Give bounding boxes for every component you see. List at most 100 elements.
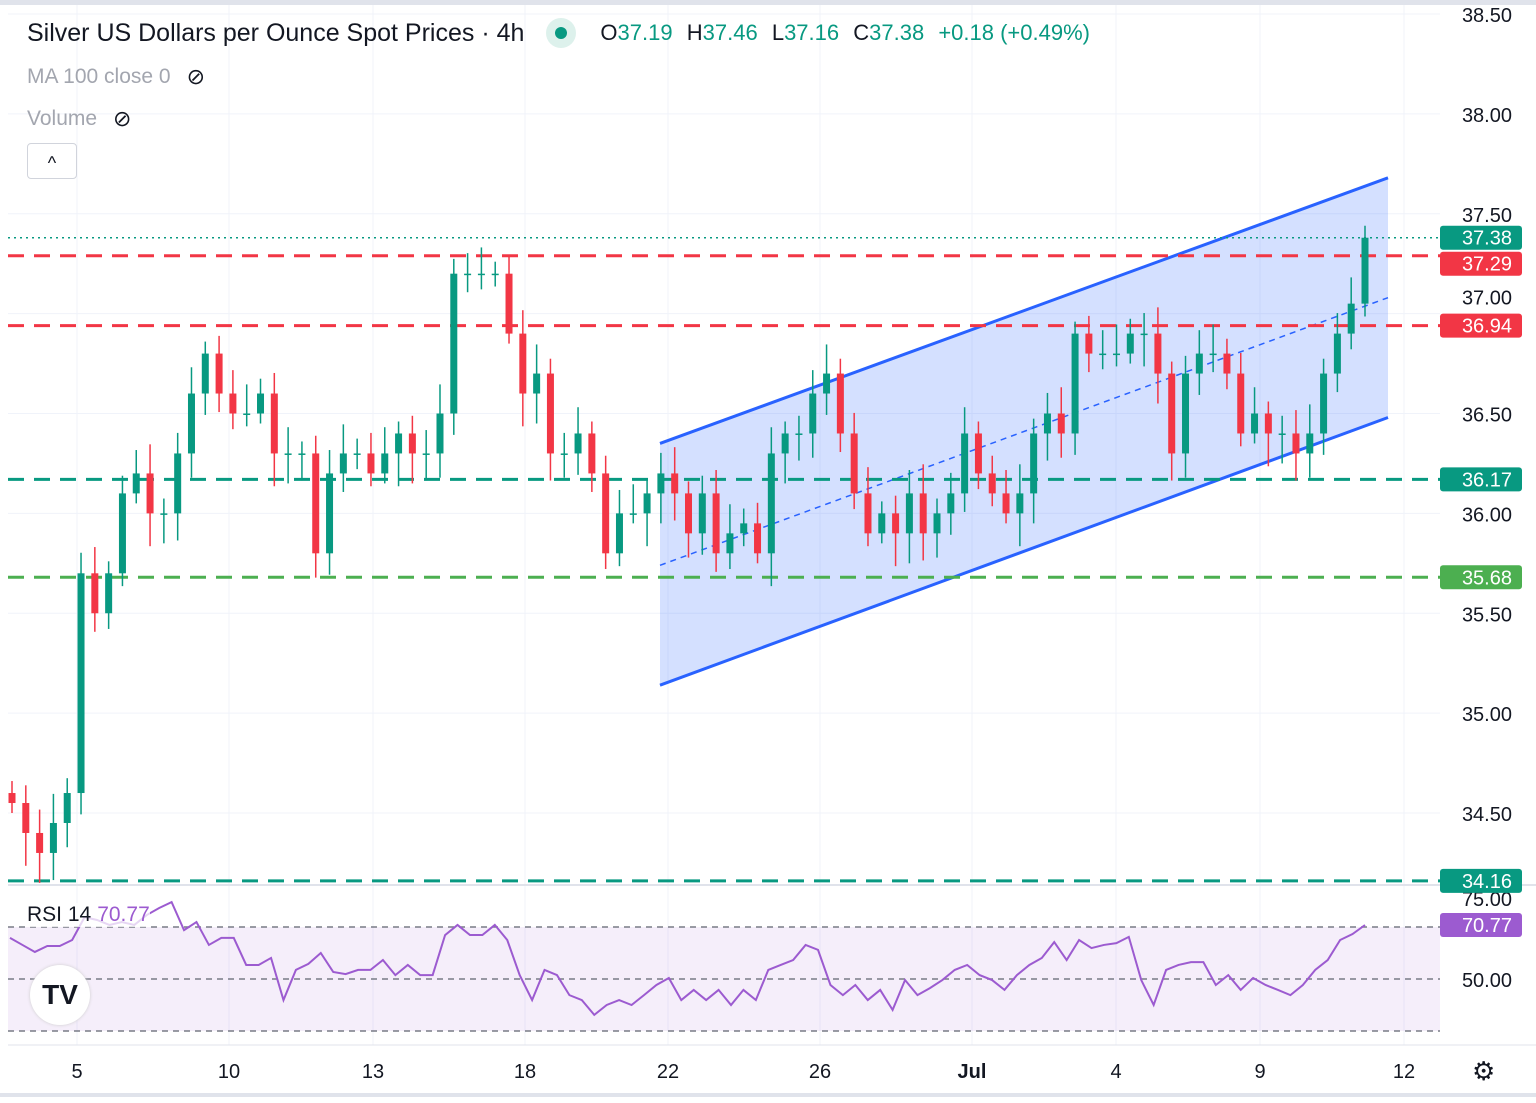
candle-body [353,453,361,455]
candle-body [422,453,430,455]
candle-body [988,473,996,494]
ma-indicator-legend[interactable]: MA 100 close 0 ⊘ [27,64,205,90]
candle-body [132,473,140,494]
candle-body [1320,373,1328,434]
candle-body [464,273,472,276]
candle-body [8,793,16,804]
level-price-badge-text: 36.17 [1462,469,1512,491]
candle-body [1361,237,1369,304]
candle-body [1209,353,1217,356]
eye-hidden-icon[interactable]: ⊘ [113,106,132,131]
open-label: O [600,20,618,45]
price-tick-label: 35.00 [1462,704,1512,726]
candle-body [919,493,927,534]
last-price-badge-text: 37.38 [1462,228,1512,250]
channel-upper-line [659,176,1389,445]
eye-hidden-icon[interactable]: ⊘ [186,64,206,89]
candle-body [1071,333,1079,434]
top-border [0,0,1536,5]
price-tick-label: 36.00 [1462,504,1512,526]
time-tick-label: 10 [218,1061,240,1083]
candle-body [1002,493,1010,514]
candle-body [118,493,126,574]
candle-body [201,353,209,394]
low-value: 37.16 [784,20,840,45]
candle-body [477,273,485,276]
candle-body [657,473,665,494]
channel-lower-line [659,416,1389,687]
rsi-tick-label: 75.00 [1462,889,1512,911]
price-tick-label: 37.50 [1462,205,1512,227]
level-price-badge-text: 35.68 [1462,567,1512,589]
candle-body [160,513,168,515]
price-tick-label: 35.50 [1462,604,1512,626]
rsi-label: RSI 14 [27,903,92,926]
candle-body [1112,353,1120,356]
candle-body [174,453,182,514]
change-value: +0.18 (+0.49%) [938,20,1090,45]
candle-body [1168,373,1176,454]
candle-body [270,393,278,454]
candle-body [1306,433,1314,454]
candle-body [1057,413,1065,434]
high-value: 37.46 [702,20,758,45]
time-tick-label: 22 [657,1061,679,1083]
close-label: C [853,20,870,45]
price-tick-label: 38.50 [1462,5,1512,27]
candle-body [91,573,99,614]
tradingview-logo-icon[interactable]: TV [30,965,90,1025]
volume-indicator-legend[interactable]: Volume ⊘ [27,106,131,132]
rsi-line [9,900,1366,1017]
symbol-title[interactable]: Silver US Dollars per Ounce Spot Prices … [27,18,525,47]
level-price-badge [1440,565,1522,590]
level-price-badge [1440,251,1522,276]
candle-body [836,373,844,434]
collapse-legend-button[interactable]: ^ [27,143,77,179]
candle-body [436,413,444,454]
time-tick-label: 12 [1393,1061,1415,1083]
candle-body [671,473,679,494]
market-status-icon [546,18,577,48]
candle-body [864,493,872,534]
rsi-legend[interactable]: RSI 14 70.77 [27,903,150,927]
candle-body [767,453,775,554]
candle-body [905,493,913,534]
price-tick-label: 34.50 [1462,804,1512,826]
ohlc-readout: O37.19 H37.46 L37.16 C37.38 +0.18 (+0.49… [600,20,1098,46]
candle-body [588,433,596,474]
candle-body [187,393,195,454]
candle-body [298,453,306,455]
candle-body [243,413,251,415]
candle-body [408,433,416,454]
candle-body [1347,303,1355,334]
candle-body [450,273,458,414]
candle-body [533,373,541,394]
candle-body [795,433,803,435]
candle-body [698,493,706,534]
candle-body [1030,433,1038,494]
settings-icon[interactable]: ⚙ [1472,1056,1496,1086]
candle-body [284,453,292,455]
candle-body [712,493,720,554]
last-price-badge [1440,225,1522,250]
symbol-legend: Silver US Dollars per Ounce Spot Prices … [27,18,1098,48]
candle-body [49,822,57,853]
high-label: H [686,20,703,45]
candle-body [574,433,582,454]
close-value: 37.38 [869,20,925,45]
candle-body [602,473,610,554]
candle-body [685,493,692,534]
candle-body [1292,433,1300,454]
candle-body [326,473,334,554]
rsi-tick-label: 50.00 [1462,970,1512,992]
time-tick-label: 5 [71,1061,82,1083]
candle-body [22,803,30,833]
rsi-legend-value: 70.77 [97,903,150,926]
candle-body [850,433,858,494]
time-tick-label: 18 [514,1061,536,1083]
candle-body [892,513,900,534]
candle-body [146,473,154,514]
volume-label: Volume [27,107,98,130]
candle-body [395,433,403,454]
